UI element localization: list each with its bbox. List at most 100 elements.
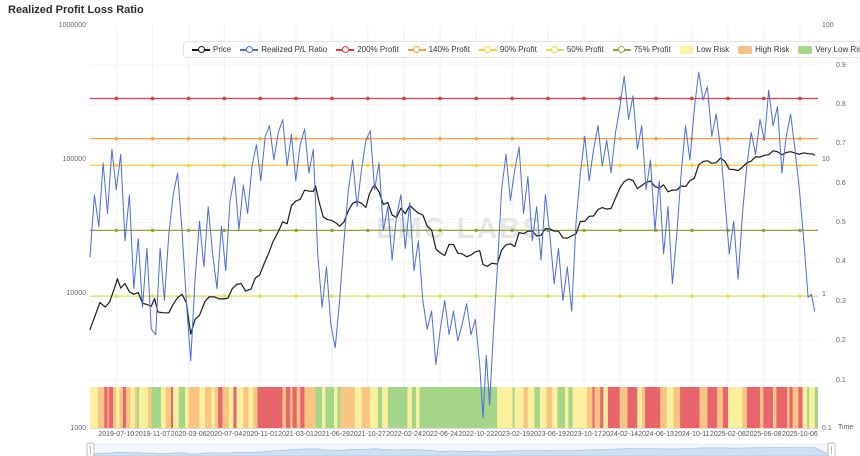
- navigator-area[interactable]: [89, 447, 833, 456]
- risk-segment-vl: [411, 387, 417, 428]
- profit-line-marker: [330, 228, 334, 233]
- legend-item-75-profit[interactable]: 75% Profit: [612, 45, 671, 54]
- legend-item-high-risk[interactable]: High Risk: [738, 45, 789, 54]
- profit-line-marker: [330, 294, 334, 298]
- profit-line-marker: [222, 228, 227, 233]
- profit-line-marker: [582, 163, 586, 168]
- risk-segment-l: [514, 387, 524, 428]
- risk-segment-l: [211, 387, 215, 428]
- profit-line-marker: [366, 96, 370, 101]
- profit-line-marker: [402, 136, 406, 141]
- linear-axis-tick: 0.6: [836, 179, 846, 187]
- risk-segment-h: [773, 387, 777, 428]
- risk-segment-vl: [377, 387, 383, 428]
- profit-line-marker: [186, 96, 191, 101]
- legend-item-140-profit[interactable]: 140% Profit: [407, 45, 470, 54]
- profit-line-marker: [474, 163, 479, 168]
- profit-line-marker: [798, 136, 802, 141]
- profit-line-marker: [366, 294, 370, 298]
- legend-item-label: 200% Profit: [357, 45, 399, 54]
- profit-line-marker: [582, 294, 586, 298]
- risk-segment-l: [161, 387, 166, 428]
- risk-segment-vl: [325, 387, 335, 428]
- date-axis-tick: 2024-10-11: [674, 431, 710, 438]
- risk-segment-h: [587, 387, 593, 428]
- legend-item-realized-p-l-ratio[interactable]: Realized P/L Ratio: [240, 45, 327, 54]
- legend-item-label: High Risk: [755, 45, 790, 54]
- profit-line-marker: [761, 96, 766, 101]
- risk-segment-h: [126, 387, 131, 428]
- risk-segment-l: [370, 387, 378, 428]
- profit-line-marker: [438, 136, 442, 141]
- risk-segment-h: [188, 387, 200, 428]
- date-axis-tick: 2024-02-14: [602, 431, 639, 438]
- risk-segment-h: [296, 387, 301, 428]
- risk-segment-l: [185, 387, 189, 428]
- profit-line-marker: [510, 163, 514, 168]
- legend-item-90-profit[interactable]: 90% Profit: [478, 45, 537, 54]
- x-axis-title: Time: [838, 424, 854, 431]
- linear-axis-tick: 0.5: [836, 219, 846, 226]
- series-price: [89, 150, 816, 335]
- profit-line-marker: [510, 136, 514, 141]
- risk-segment-vh: [257, 387, 283, 428]
- profit-line-marker: [150, 294, 155, 298]
- legend-swatch-icon: [798, 45, 813, 54]
- profit-line-marker: [438, 294, 442, 298]
- risk-segment-h: [222, 387, 230, 428]
- risk-segment-h: [759, 387, 764, 428]
- profit-line-marker: [798, 294, 802, 298]
- risk-segment-l: [497, 387, 513, 428]
- profit-line-marker: [150, 136, 155, 141]
- profit-line-marker: [690, 294, 694, 298]
- profit-line-marker: [294, 96, 298, 101]
- date-axis-tick: 2019-11-07: [134, 431, 171, 438]
- risk-segment-vh: [746, 387, 760, 428]
- date-axis-tick: 2023-06-19: [530, 431, 566, 438]
- profit-line-marker: [510, 294, 514, 298]
- risk-segment-vl: [814, 387, 818, 428]
- risk-segment-l: [539, 387, 547, 428]
- date-axis-tick: 2023-02-19: [494, 431, 531, 438]
- profit-line-marker: [294, 136, 298, 141]
- risk-segment-l: [416, 387, 420, 428]
- legend-item-very-low-risk[interactable]: Very Low Risk: [798, 45, 860, 54]
- profit-line-marker: [618, 163, 622, 168]
- legend-item-200-profit[interactable]: 200% Profit: [336, 45, 399, 54]
- legend-swatch-icon: [738, 45, 753, 54]
- date-axis-tick: 2022-06-24: [422, 431, 458, 438]
- risk-segment-l: [248, 387, 254, 428]
- date-axis-tick: 2025-06-08: [745, 431, 782, 438]
- legend-item-50-profit[interactable]: 50% Profit: [545, 45, 604, 54]
- risk-segment-h: [546, 387, 552, 428]
- risk-segment-vl: [151, 387, 162, 428]
- risk-segment-l: [637, 387, 642, 428]
- risk-segment-h: [253, 387, 258, 428]
- linear-axis-tick: 0.3: [836, 297, 846, 305]
- profit-line-marker: [726, 96, 730, 101]
- risk-segment-vh: [292, 387, 297, 428]
- price-axis-tick: 100000: [62, 155, 86, 163]
- profit-line-marker: [114, 136, 119, 141]
- linear-axis-tick: 0.2: [836, 337, 846, 345]
- profit-line-marker: [654, 163, 658, 168]
- legend-item-price[interactable]: Price: [192, 45, 231, 54]
- risk-segment-vl: [137, 387, 140, 428]
- legend-item-label: 140% Profit: [428, 45, 470, 54]
- risk-segment-h: [214, 387, 219, 428]
- risk-segment-vh: [645, 387, 661, 428]
- date-axis-tick: 2023-10-17: [566, 431, 602, 438]
- profit-line-marker: [546, 136, 550, 141]
- legend-item-low-risk[interactable]: Low Risk: [679, 45, 729, 54]
- profit-line-marker: [618, 294, 622, 298]
- profit-line-marker: [150, 163, 155, 168]
- legend-swatch-icon: [679, 45, 694, 54]
- risk-segment-vl: [512, 387, 515, 428]
- gridlines: [90, 25, 818, 429]
- risk-segment-l: [173, 387, 179, 428]
- profit-line-marker: [761, 163, 766, 168]
- risk-segment-h: [523, 387, 528, 428]
- date-axis-tick: 2019-07-10: [98, 431, 135, 438]
- risk-segment-vh: [592, 387, 595, 428]
